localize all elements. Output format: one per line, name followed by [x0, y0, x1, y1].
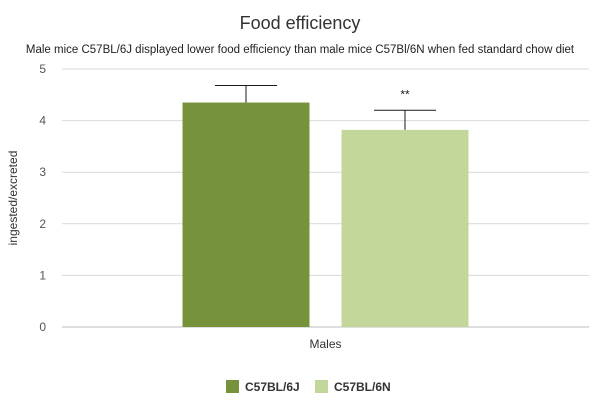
y-tick-label-3: 3 — [39, 165, 46, 179]
legend-label-0: C57BL/6J — [245, 380, 300, 394]
bars — [182, 102, 469, 327]
y-tick-label-4: 4 — [39, 114, 46, 128]
y-tick-label-2: 2 — [39, 217, 46, 231]
error-bars: ** — [215, 85, 436, 130]
y-axis-ticks: 0 1 2 3 4 5 — [39, 62, 46, 334]
y-tick-label-5: 5 — [39, 62, 46, 76]
bar-c57bl-6j — [182, 102, 310, 327]
y-tick-label-0: 0 — [39, 320, 46, 334]
legend-swatch-0 — [226, 380, 239, 393]
y-axis-label: ingested/excreted — [6, 151, 20, 246]
x-axis-categories: Males — [309, 337, 341, 351]
chart-subtitle: Male mice C57BL/6J displayed lower food … — [26, 44, 575, 56]
y-tick-label-1: 1 — [39, 268, 46, 282]
legend: C57BL/6J C57BL/6N — [226, 380, 391, 394]
significance-annotation: ** — [400, 87, 410, 101]
category-label-0: Males — [309, 337, 341, 351]
chart-title: Food efficiency — [240, 13, 361, 33]
legend-label-1: C57BL/6N — [334, 380, 391, 394]
bar-c57bl-6n — [341, 129, 469, 327]
legend-swatch-1 — [315, 380, 328, 393]
gridlines — [62, 68, 589, 328]
